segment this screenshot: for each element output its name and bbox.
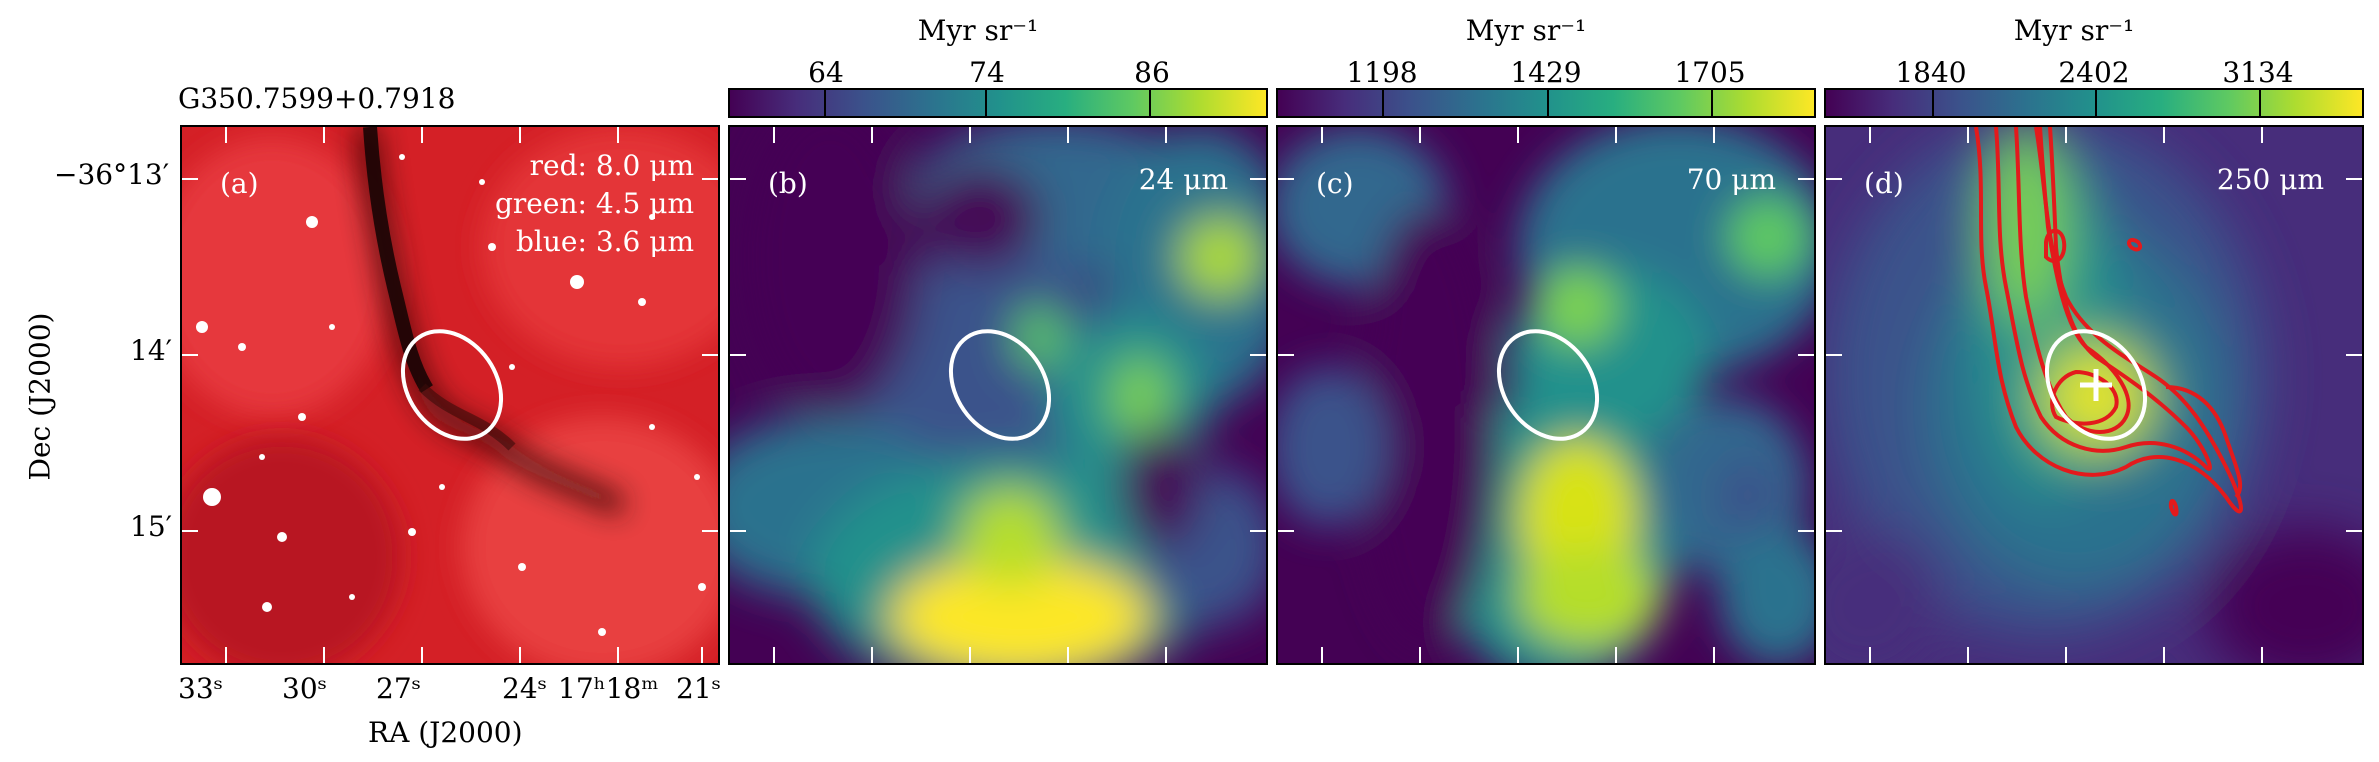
colorbar-d-unit: Myr sr⁻¹ bbox=[2013, 14, 2135, 47]
panel-b-image-content bbox=[730, 127, 1266, 663]
panel-c-ellipse bbox=[1496, 329, 1600, 441]
panel-d-wavelength: 250 μm bbox=[2216, 163, 2324, 196]
y-axis-label: Dec (J2000) bbox=[23, 312, 57, 481]
ytick-label-2: 14′ bbox=[130, 334, 172, 367]
panel-a-rgb-image: (a) red: 8.0 μm green: 4.5 μm blue: 3.6 … bbox=[180, 125, 720, 665]
panel-b-24um-image: (b) 24 μm bbox=[728, 125, 1268, 665]
panel-d-label: (d) bbox=[1864, 167, 1904, 200]
panel-d-contours bbox=[1974, 127, 2243, 517]
colorbar-c-unit: Myr sr⁻¹ bbox=[1465, 14, 1587, 47]
panel-c-70um-image: (c) 70 μm bbox=[1276, 125, 1816, 665]
colorbar-d bbox=[1824, 88, 2364, 118]
xtick-label-5: 17ʰ18ᵐ bbox=[558, 672, 659, 705]
ytick-label-3: 15′ bbox=[130, 510, 172, 543]
panel-a-label: (a) bbox=[220, 167, 259, 200]
panel-d-250um-image: (d) 250 μm bbox=[1824, 125, 2364, 665]
xtick-label-1: 33ˢ bbox=[178, 672, 224, 705]
xtick-label-4: 24ˢ bbox=[502, 672, 548, 705]
panel-c-label: (c) bbox=[1316, 167, 1354, 200]
panel-a-ellipse bbox=[400, 329, 504, 441]
panel-c-image-content bbox=[1278, 127, 1814, 663]
panel-a-legend-blue: blue: 3.6 μm bbox=[516, 225, 694, 258]
colorbar-c-tick-3: 1705 bbox=[1674, 56, 1746, 89]
colorbar-d-tick-2: 2402 bbox=[2058, 56, 2130, 89]
panel-b-label: (b) bbox=[768, 167, 808, 200]
colorbar-b-tick-3: 86 bbox=[1134, 56, 1170, 89]
colorbar-b-tick-2: 74 bbox=[969, 56, 1005, 89]
panel-b-wavelength: 24 μm bbox=[1138, 163, 1228, 196]
xtick-label-2: 30ˢ bbox=[282, 672, 328, 705]
panel-a-legend-red: red: 8.0 μm bbox=[529, 149, 694, 182]
colorbar-b-tick-1: 64 bbox=[808, 56, 844, 89]
colorbar-c-tick-2: 1429 bbox=[1510, 56, 1582, 89]
colorbar-d-tick-1: 1840 bbox=[1895, 56, 1967, 89]
colorbar-b bbox=[728, 88, 1268, 118]
panel-d-image-content bbox=[1826, 127, 2362, 663]
colorbar-b-unit: Myr sr⁻¹ bbox=[917, 14, 1039, 47]
colorbar-c-tick-1: 1198 bbox=[1346, 56, 1418, 89]
panel-c-wavelength: 70 μm bbox=[1686, 163, 1776, 196]
colorbar-d-tick-3: 3134 bbox=[2222, 56, 2294, 89]
source-name: G350.7599+0.7918 bbox=[178, 82, 456, 115]
xtick-label-6: 21ˢ bbox=[676, 672, 722, 705]
panel-d-cross-marker bbox=[2080, 369, 2112, 401]
panel-a-image-content bbox=[182, 127, 718, 663]
panel-b-ellipse bbox=[948, 329, 1052, 441]
colorbar-c bbox=[1276, 88, 1816, 118]
xtick-label-3: 27ˢ bbox=[376, 672, 422, 705]
ytick-label-1: −36°13′ bbox=[54, 158, 170, 191]
panel-d-ellipse bbox=[2044, 329, 2148, 441]
x-axis-label: RA (J2000) bbox=[368, 716, 523, 749]
panel-a-legend-green: green: 4.5 μm bbox=[495, 187, 694, 220]
